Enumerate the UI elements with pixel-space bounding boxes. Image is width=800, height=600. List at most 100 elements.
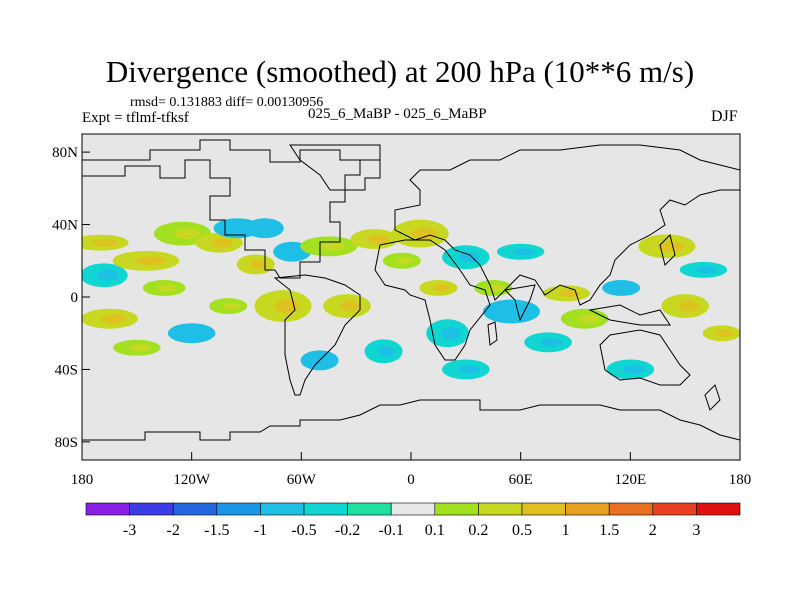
field-patch-core (211, 238, 234, 248)
y-tick-label: 80N (52, 145, 78, 161)
colorbar-swatch (652, 502, 697, 516)
field-patch-core (540, 337, 563, 347)
colorbar-swatch (303, 502, 348, 516)
field-patch-core (173, 228, 200, 239)
field-patch-core (577, 314, 599, 324)
plot-background (82, 134, 740, 460)
colorbar-swatch (129, 502, 174, 516)
coast-japan (659, 234, 676, 266)
season-label: DJF (711, 108, 738, 125)
colorbar-swatch (172, 502, 218, 516)
colorbar-swatch (521, 502, 566, 516)
colorbar-swatch (696, 502, 741, 516)
coast-greenland (289, 144, 381, 191)
field-patch-core (377, 345, 395, 357)
field-patch-core (249, 259, 268, 269)
colorbar-swatch (260, 502, 305, 516)
colorbar-swatch (216, 502, 261, 516)
colorbar-label: -2 (167, 522, 180, 539)
y-tick-label: 0 (71, 290, 79, 306)
coast-new-zealand (704, 384, 721, 411)
colorbar-label: -3 (123, 522, 136, 539)
x-tick-label: 180 (729, 472, 752, 488)
colorbar-swatch (434, 502, 479, 516)
coast-indonesia (588, 304, 671, 326)
y-axis: 80N 40N 0 40S 80S (52, 145, 90, 451)
y-tick-label: 80S (55, 435, 78, 451)
colorbar-label: 1 (562, 522, 570, 539)
colorbar-label: 0.2 (468, 522, 488, 539)
field-patch-core (696, 266, 718, 274)
field-patch-core (411, 227, 438, 240)
colorbar-label: 0.5 (512, 522, 532, 539)
field-patch-core (623, 364, 645, 374)
colorbar-swatch (608, 502, 654, 516)
field-patch-core (458, 364, 481, 374)
field-patch-core (100, 314, 127, 324)
colorbar-label: 3 (692, 522, 700, 539)
chart-title: Divergence (smoothed) at 200 hPa (10**6 … (105, 54, 695, 89)
field-patch-core (339, 300, 362, 312)
colorbar-label: 0.1 (425, 522, 445, 539)
colorbar-swatch (565, 502, 610, 516)
colorbar-swatch (347, 502, 392, 516)
coast-africa (374, 239, 491, 361)
divergence-field (82, 218, 740, 380)
field-patch-core (274, 298, 301, 314)
coastlines (82, 139, 740, 441)
field-patch-core (91, 239, 118, 247)
x-tick-label: 60E (509, 472, 533, 488)
field-patch-core (502, 306, 529, 317)
colorbar-swatch (478, 502, 523, 516)
field-patch-core (678, 300, 700, 312)
colorbar-swatch (85, 502, 130, 516)
field-patch-core (658, 240, 684, 252)
field-patch-core (513, 248, 535, 256)
coast-australia (599, 329, 691, 386)
field-patch-core (135, 256, 166, 266)
field-patch-core (458, 251, 481, 263)
field-patch-core (259, 223, 277, 233)
colorbar: -3 -2 -1.5 -1 -0.5 -0.2 -0.1 0.1 0.2 0.5 1 1.5 2 3 (85, 502, 741, 539)
y-tick-label: 40S (55, 362, 78, 378)
field-patch-core (615, 284, 633, 292)
colorbar-label: 2 (649, 522, 657, 539)
colorbar-label: -1 (254, 522, 267, 539)
field-patch-core (222, 302, 240, 310)
field-patch-core (96, 269, 119, 281)
field-patch-core (396, 257, 414, 265)
coast-antarctica (82, 399, 740, 441)
field-patch-core (367, 234, 389, 244)
field-patch-core (441, 326, 461, 340)
field-patch-core (157, 284, 178, 292)
colorbar-label: 1.5 (599, 522, 619, 539)
x-tick-label: 120E (614, 472, 646, 488)
case-label: 025_6_MaBP - 025_6_MaBP (308, 106, 487, 122)
field-patch-core (286, 247, 304, 257)
field-patch-core (320, 241, 346, 251)
x-tick-label: 180 (71, 472, 94, 488)
coast-south-america (273, 274, 361, 396)
colorbar-label: -1.5 (204, 522, 229, 539)
colorbar-label: -0.2 (335, 522, 360, 539)
x-axis: 180 120W 60W 0 60E 120E 180 (71, 452, 752, 488)
colorbar-label: -0.5 (291, 522, 316, 539)
coast-madagascar (487, 321, 498, 346)
coast-india (503, 284, 536, 322)
x-tick-label: 60W (287, 472, 317, 488)
field-patch-core (184, 328, 206, 338)
field-patch-core (129, 344, 152, 352)
coast-north-america (82, 139, 381, 279)
stats-text: rmsd= 0.131883 diff= 0.00130956 (130, 95, 324, 110)
y-tick-label: 40N (52, 218, 78, 234)
colorbar-label: -0.1 (379, 522, 404, 539)
field-patch-core (313, 355, 332, 365)
experiment-label: Expt = tflmf-tfksf (82, 110, 189, 126)
x-tick-label: 120W (173, 472, 211, 488)
field-patch-core (716, 329, 734, 337)
coast-eurasia (394, 144, 740, 306)
colorbar-swatch (390, 502, 436, 516)
x-tick-label: 0 (407, 472, 415, 488)
field-patch-core (432, 284, 450, 292)
